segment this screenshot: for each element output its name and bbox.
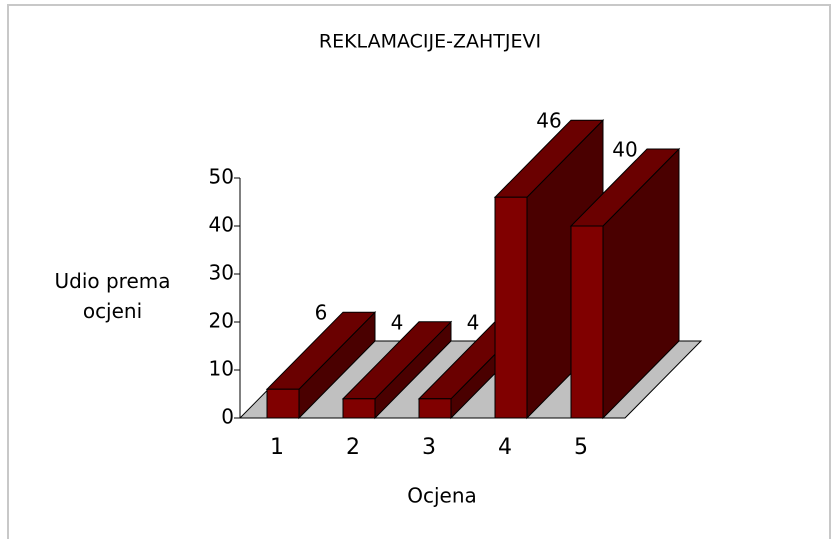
- x-tick-label: 4: [498, 435, 512, 460]
- x-tick-label: 2: [346, 435, 360, 460]
- bar: [570, 225, 604, 419]
- chart-title: REKLAMACIJE-ZAHTJEVI: [319, 31, 541, 53]
- value-label: 4: [391, 310, 404, 334]
- y-tick-label: 0: [221, 405, 234, 429]
- bar: [494, 196, 528, 419]
- bar: [342, 398, 376, 419]
- value-label: 40: [612, 138, 637, 162]
- value-label: 4: [467, 310, 480, 334]
- value-label: 6: [315, 301, 328, 325]
- value-label: 46: [536, 109, 561, 133]
- y-tick-label: 40: [209, 213, 234, 237]
- y-tick-label: 30: [209, 261, 234, 285]
- y-axis-label: Udio prema ocjeni: [54, 269, 171, 323]
- y-tick-label: 20: [209, 309, 234, 333]
- bar: [266, 388, 300, 419]
- bar: [418, 398, 452, 419]
- x-tick-label: 5: [574, 435, 588, 460]
- x-tick-label: 1: [270, 435, 284, 460]
- frame: [7, 4, 831, 539]
- x-tick-label: 3: [422, 435, 436, 460]
- y-tick-label: 50: [209, 165, 234, 189]
- x-axis-label: Ocjena: [407, 484, 477, 508]
- y-tick-label: 10: [209, 357, 234, 381]
